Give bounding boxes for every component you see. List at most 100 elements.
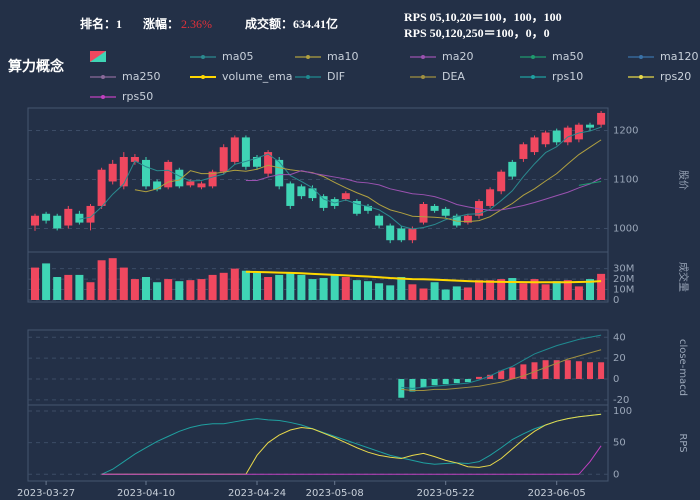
legend-label[interactable]: DIF xyxy=(327,70,345,83)
candle-body xyxy=(530,137,539,153)
y-tick-label: 1000 xyxy=(613,223,638,234)
macd-bar xyxy=(453,378,460,384)
volume-bar xyxy=(319,278,328,300)
y-tick-label: 20 xyxy=(613,353,626,364)
legend-label[interactable]: ma50 xyxy=(552,50,583,63)
macd-bar xyxy=(498,370,505,379)
legend-label[interactable]: rps50 xyxy=(122,90,153,103)
candle-body xyxy=(75,213,84,223)
legend-swatch-dot[interactable] xyxy=(306,75,310,79)
candle-body xyxy=(552,130,561,143)
volume-bar xyxy=(386,285,395,300)
y-tick-label: 100 xyxy=(613,406,632,417)
macd-bar xyxy=(598,362,605,379)
candle-body xyxy=(286,183,295,206)
volume-bar xyxy=(475,280,483,300)
x-tick-label: 2023-04-10 xyxy=(117,488,175,499)
volume-bar xyxy=(419,288,428,300)
volume-bar xyxy=(508,278,517,300)
candle-body xyxy=(364,205,372,211)
y-axis-title: 成交量 xyxy=(677,262,690,292)
series-line xyxy=(101,413,602,475)
legend-swatch-dot[interactable] xyxy=(639,75,643,79)
volume-bar xyxy=(153,282,162,300)
legend-swatch-dot[interactable] xyxy=(306,55,310,59)
volume-bar xyxy=(552,281,561,300)
series-line xyxy=(401,334,602,389)
macd-bar xyxy=(553,360,560,379)
candle-body xyxy=(597,112,606,125)
series-line xyxy=(578,180,602,186)
volume-bar xyxy=(519,283,528,300)
candle-body xyxy=(408,228,417,241)
volume-bar xyxy=(308,279,317,300)
volume-bar xyxy=(208,274,217,300)
volume-bar xyxy=(53,277,62,300)
legend-label[interactable]: rps20 xyxy=(660,70,691,83)
x-tick-label: 2023-06-05 xyxy=(528,488,586,499)
candle-body xyxy=(375,215,384,226)
turnover: 成交额：634.41亿 xyxy=(245,16,338,31)
legend-swatch-dot[interactable] xyxy=(531,55,535,59)
series-line xyxy=(401,349,602,391)
volume-bar xyxy=(219,272,228,300)
candle-body xyxy=(441,208,450,216)
macd-bar xyxy=(531,362,538,379)
candle-body xyxy=(164,161,173,188)
x-tick-label: 2023-04-24 xyxy=(228,488,286,499)
title: 算力概念 xyxy=(8,58,65,75)
legend-swatch-dot[interactable] xyxy=(639,55,643,59)
macd-bar xyxy=(564,360,571,379)
candle-body xyxy=(108,163,117,182)
macd-bar xyxy=(464,378,471,383)
legend-swatch-dot[interactable] xyxy=(101,95,105,99)
volume-bar xyxy=(452,286,461,300)
y-tick-label: 0 xyxy=(613,469,619,480)
volume-bar xyxy=(31,267,39,300)
candle-body xyxy=(230,137,239,162)
candle-body xyxy=(586,124,594,128)
candle-legend-icon[interactable] xyxy=(90,51,106,62)
series-line xyxy=(101,445,602,475)
panel-frame xyxy=(27,251,609,303)
legend-label[interactable]: ma120 xyxy=(660,50,698,63)
macd-bar xyxy=(587,362,593,379)
y-tick-label: 40 xyxy=(613,332,626,343)
candle-body xyxy=(53,215,62,229)
y-tick-label: 1200 xyxy=(613,126,638,137)
macd-bar xyxy=(575,361,582,379)
legend-label[interactable]: ma05 xyxy=(222,50,253,63)
y-tick-label: -20 xyxy=(613,395,629,406)
y-tick-label: 1100 xyxy=(613,175,638,186)
legend-swatch-dot[interactable] xyxy=(101,75,105,79)
legend-swatch-dot[interactable] xyxy=(201,55,205,59)
legend-label[interactable]: rps10 xyxy=(552,70,583,83)
candle-body xyxy=(297,186,306,197)
volume-bar xyxy=(341,277,350,300)
legend-label[interactable]: ma10 xyxy=(327,50,358,63)
y-tick-label: 20M xyxy=(613,274,634,285)
candle-body xyxy=(508,161,517,177)
legend-swatch-dot[interactable] xyxy=(531,75,535,79)
volume-bar xyxy=(330,274,339,300)
change-label: 涨幅： xyxy=(143,16,179,31)
rank: 排名：1 xyxy=(80,16,122,31)
series-line xyxy=(245,270,602,284)
legend-swatch-dot[interactable] xyxy=(421,55,425,59)
candle-body xyxy=(186,181,195,186)
legend-label[interactable]: ma250 xyxy=(122,70,160,83)
legend-label[interactable]: volume_ema xyxy=(222,70,292,83)
legend-swatch-dot[interactable] xyxy=(421,75,425,79)
candle-body xyxy=(130,156,139,162)
volume-bar xyxy=(175,281,184,300)
candle-body xyxy=(175,169,184,187)
y-tick-label: 0 xyxy=(613,295,619,306)
volume-bar xyxy=(164,279,173,300)
legend-label[interactable]: ma20 xyxy=(442,50,473,63)
legend-swatch-dot[interactable] xyxy=(201,75,205,79)
candle-body xyxy=(541,132,550,145)
x-tick-label: 2023-03-27 xyxy=(17,488,75,499)
legend-label[interactable]: DEA xyxy=(442,70,465,83)
candle-body xyxy=(264,152,273,174)
candle-body xyxy=(119,156,128,187)
